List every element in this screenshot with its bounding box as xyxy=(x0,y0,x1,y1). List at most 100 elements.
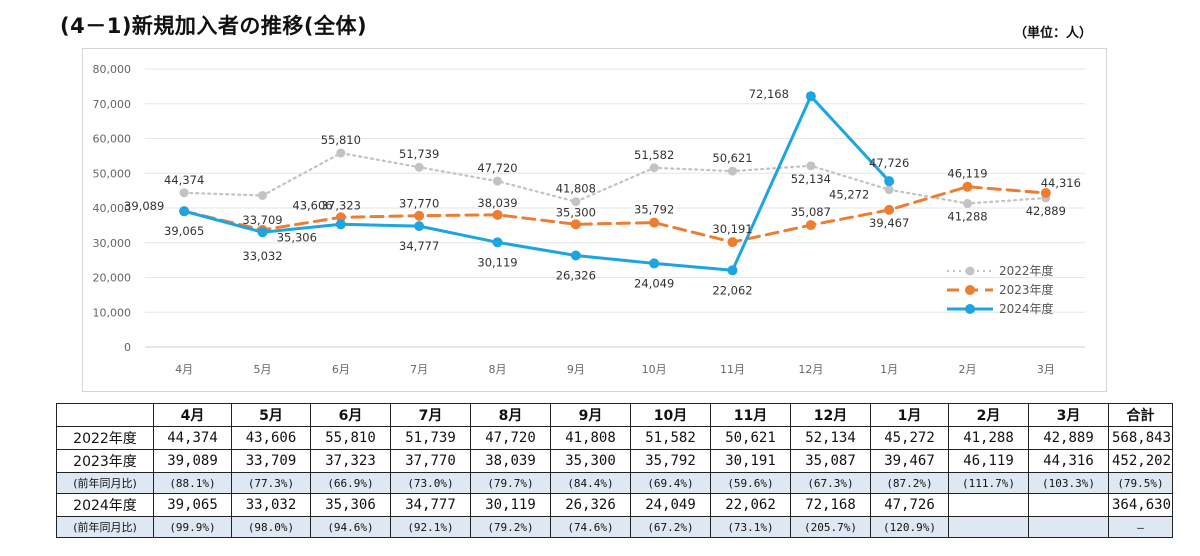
y-tick-label: 70,000 xyxy=(93,98,132,111)
data-label: 33,709 xyxy=(242,213,282,227)
data-point xyxy=(805,91,816,102)
table-cell: 35,306 xyxy=(310,493,391,517)
y-tick-label: 80,000 xyxy=(93,63,132,76)
table-cell: 452,202 xyxy=(1108,449,1173,473)
data-point xyxy=(805,220,816,231)
table-cell: (79.2%) xyxy=(470,516,551,538)
column-header: 8月 xyxy=(470,403,551,427)
table-cell: (84.4%) xyxy=(550,472,631,494)
table-cell: 44,374 xyxy=(153,426,232,450)
data-point xyxy=(884,185,894,195)
table-cell: (59.6%) xyxy=(710,472,791,494)
data-point xyxy=(258,190,267,200)
data-label: 22,062 xyxy=(712,283,752,297)
table-cell: 24,049 xyxy=(630,493,711,517)
data-table: 4月 5月 6月 7月 8月 9月 10月 11月 12月 1月 2月 3月 合計 2022年度 44,37… xyxy=(56,403,1173,538)
row-label: 2024年度 xyxy=(56,493,154,517)
data-label: 50,621 xyxy=(712,151,752,165)
table-cell xyxy=(948,516,1029,538)
table-cell: 39,065 xyxy=(153,493,232,517)
data-point xyxy=(649,163,659,173)
column-header: 7月 xyxy=(390,403,471,427)
y-tick-label: 60,000 xyxy=(93,133,132,146)
table-cell: (67.2%) xyxy=(630,516,711,538)
table-cell: (99.9%) xyxy=(153,516,232,538)
table-cell: (92.1%) xyxy=(390,516,471,538)
column-header: 3月 xyxy=(1028,403,1109,427)
data-label: 34,777 xyxy=(399,239,439,253)
y-tick-label: 30,000 xyxy=(93,237,132,250)
x-tick-label: 4月 xyxy=(175,363,193,376)
column-header: 4月 xyxy=(153,403,232,427)
table-header-row: 4月 5月 6月 7月 8月 9月 10月 11月 12月 1月 2月 3月 合計 xyxy=(56,403,1173,427)
data-label: 30,119 xyxy=(477,255,517,269)
y-tick-label: 40,000 xyxy=(93,202,132,215)
table-cell: (79.7%) xyxy=(470,472,551,494)
table-cell: 41,808 xyxy=(550,426,631,450)
series-line-2024年度 xyxy=(182,94,891,272)
table-cell: (79.5%) xyxy=(1108,472,1173,494)
data-label: 39,089 xyxy=(124,199,164,213)
table-cell: 34,777 xyxy=(390,493,471,517)
x-tick-label: 7月 xyxy=(410,363,428,376)
data-point xyxy=(649,217,660,228)
table-cell: (103.3%) xyxy=(1028,472,1109,494)
row-label: 2023年度 xyxy=(56,449,154,473)
table-cell xyxy=(1028,493,1109,517)
data-label: 46,119 xyxy=(947,167,987,181)
table-cell: 30,191 xyxy=(710,449,791,473)
series-line-2023年度 xyxy=(182,185,1048,244)
table-cell: 33,032 xyxy=(231,493,311,517)
data-point xyxy=(649,258,660,269)
legend-label: 2022年度 xyxy=(999,263,1054,278)
chart-area: 80,000 70,000 60,000 50,000 40,000 30,000 20,0… xyxy=(82,48,1107,392)
table-cell: 51,739 xyxy=(390,426,471,450)
data-label: 38,039 xyxy=(477,196,517,210)
data-point xyxy=(493,176,502,186)
table-cell: 33,709 xyxy=(231,449,311,473)
table-cell: (98.0%) xyxy=(231,516,311,538)
table-cell: 39,467 xyxy=(870,449,949,473)
x-tick-label: 5月 xyxy=(254,363,272,376)
column-header: 5月 xyxy=(231,403,311,427)
table-cell: 42,889 xyxy=(1028,426,1109,450)
data-label: 43,606 xyxy=(292,198,332,212)
column-header: 11月 xyxy=(710,403,791,427)
y-tick-label: 20,000 xyxy=(93,272,132,285)
table-cell: (205.7%) xyxy=(790,516,871,538)
data-point xyxy=(571,197,581,207)
data-label: 35,792 xyxy=(634,203,674,217)
x-tick-label: 3月 xyxy=(1037,363,1055,376)
data-label: 45,272 xyxy=(829,188,869,202)
table-cell: 45,272 xyxy=(870,426,949,450)
data-label: 24,049 xyxy=(634,276,674,290)
data-point xyxy=(884,176,895,187)
table-cell: (74.6%) xyxy=(550,516,631,538)
data-point xyxy=(414,162,424,172)
column-header: 10月 xyxy=(630,403,711,427)
table-cell: 35,300 xyxy=(550,449,631,473)
data-point xyxy=(414,210,425,221)
table-cell: (87.2%) xyxy=(870,472,949,494)
table-cell: 37,323 xyxy=(310,449,391,473)
x-tick-label: 10月 xyxy=(642,363,667,376)
data-point xyxy=(962,181,973,192)
data-label: 37,770 xyxy=(399,197,439,211)
table-cell: 44,316 xyxy=(1028,449,1109,473)
data-point xyxy=(728,166,737,176)
table-cell: 55,810 xyxy=(310,426,391,450)
data-label: 33,032 xyxy=(242,249,282,263)
table-cell: 364,630 xyxy=(1108,493,1173,517)
data-label: 72,168 xyxy=(749,87,789,101)
table-cell: (111.7%) xyxy=(948,472,1029,494)
unit-label: （単位：人） xyxy=(1014,26,1093,41)
y-tick-label: 10,000 xyxy=(93,306,132,319)
table-cell: 30,119 xyxy=(470,493,551,517)
table-cell: 72,168 xyxy=(790,493,871,517)
x-tick-label: 1月 xyxy=(880,363,898,376)
table-cell: 22,062 xyxy=(710,493,791,517)
table-cell: (73.1%) xyxy=(710,516,791,538)
series-line-2022年度 xyxy=(183,152,1047,205)
table-cell: 52,134 xyxy=(790,426,871,450)
data-point xyxy=(179,206,190,217)
